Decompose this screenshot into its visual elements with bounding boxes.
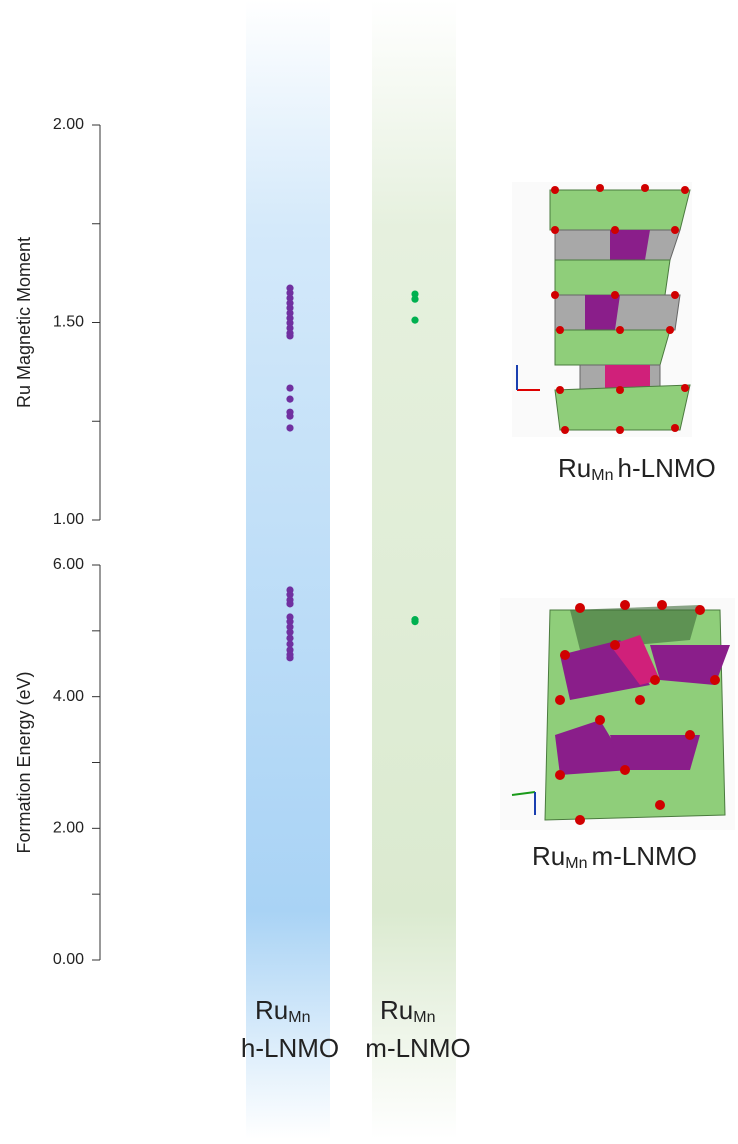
site: Mn [565, 855, 587, 872]
phase: m-LNMO [591, 841, 696, 871]
y-tick-label: 1.00 [53, 511, 84, 528]
y-tick-label: 2.00 [53, 116, 84, 133]
data-point [286, 396, 293, 403]
column-label: h-LNMO [241, 1033, 339, 1063]
data-point [411, 618, 418, 625]
y-axis-label: Ru Magnetic Moment [14, 237, 34, 408]
y-tick-label: 4.00 [53, 688, 84, 705]
y-tick-label: 0.00 [53, 951, 84, 968]
element: Ru [532, 841, 565, 871]
data-point [286, 600, 293, 607]
site: Mn [591, 467, 613, 484]
y-tick-label: 2.00 [53, 820, 84, 837]
element: Ru [255, 995, 288, 1025]
column-band [246, 0, 330, 1139]
data-point [286, 424, 293, 431]
y-axis-label: Formation Energy (eV) [14, 671, 34, 853]
element: Ru [558, 453, 591, 483]
data-point [286, 654, 293, 661]
y-tick-label: 6.00 [53, 556, 84, 573]
data-point [286, 332, 293, 339]
data-point [411, 317, 418, 324]
structure-m [500, 598, 735, 830]
site: Mn [288, 1009, 310, 1026]
structure-h [512, 182, 692, 437]
data-point [286, 384, 293, 391]
phase: h-LNMO [617, 453, 715, 483]
figure: RuMnh-LNMO RuMnm-LNMO 1.001.502.00Ru Mag… [0, 0, 738, 1139]
page: {"dopant": {"element": "Ru", "site": "Mn… [0, 0, 738, 1144]
y-tick-label: 1.50 [53, 314, 84, 331]
site: Mn [413, 1009, 435, 1026]
data-point [411, 296, 418, 303]
column-label: m-LNMO [365, 1033, 470, 1063]
column-band [372, 0, 456, 1139]
element: Ru [380, 995, 413, 1025]
data-point [286, 413, 293, 420]
